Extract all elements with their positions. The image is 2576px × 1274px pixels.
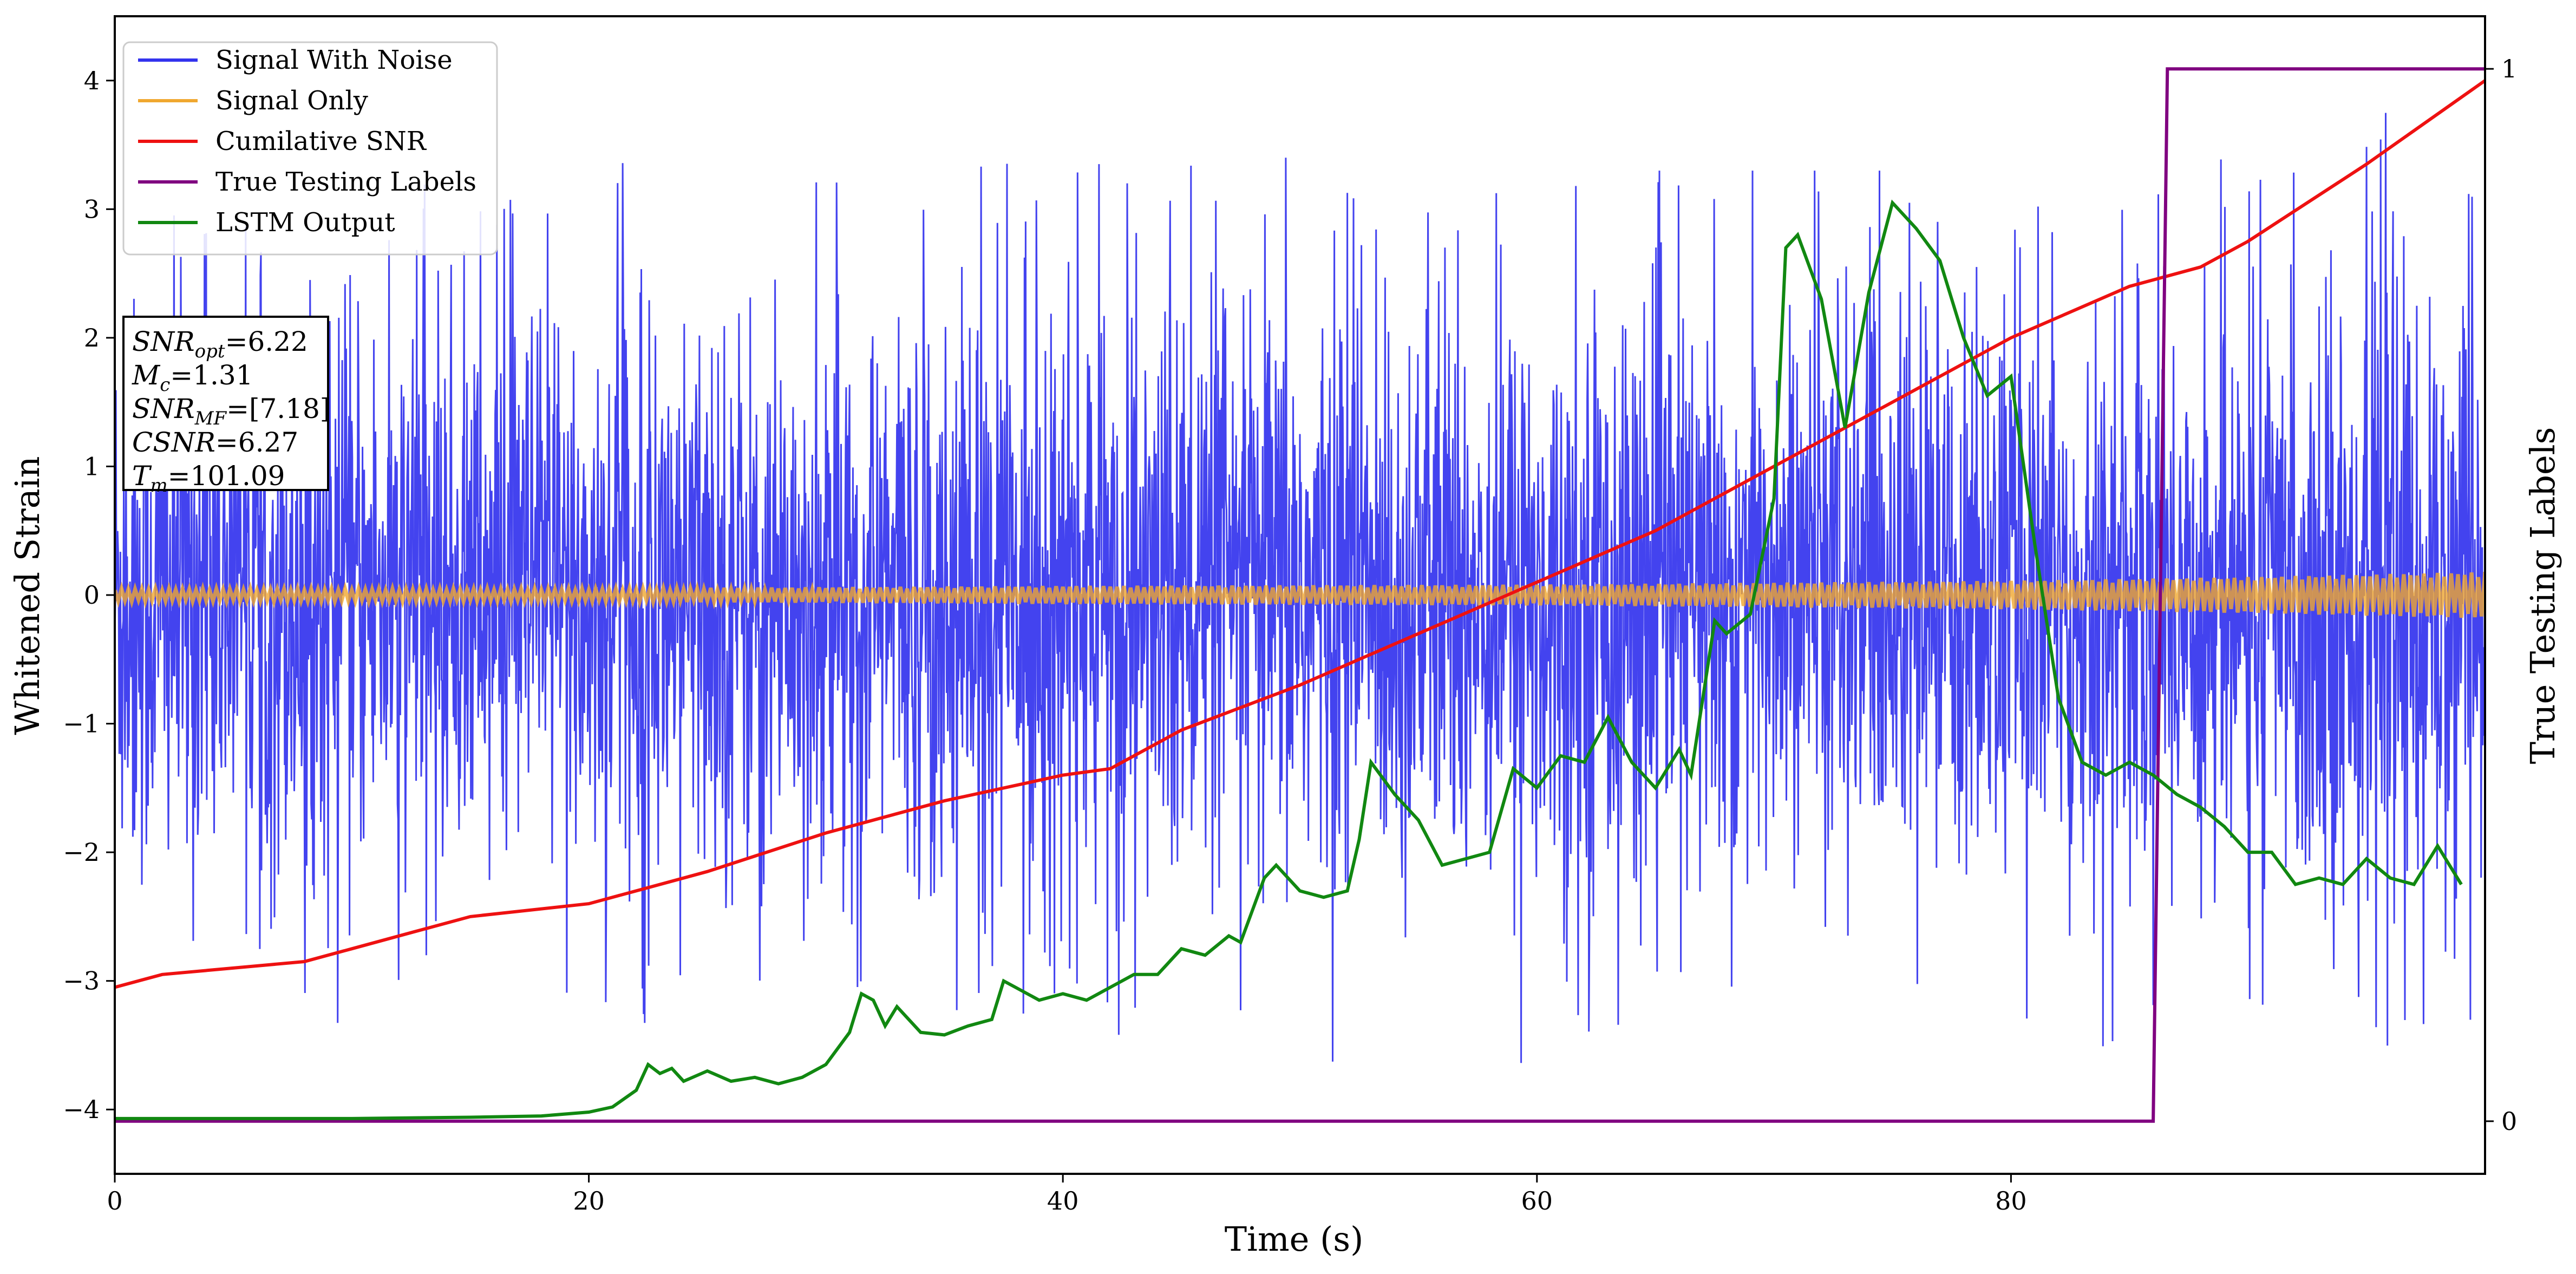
annotation-line: CSNR=6.27 bbox=[132, 427, 298, 458]
y-axis-left-label: Whitened Strain bbox=[8, 456, 47, 735]
y-left-tick-label: 3 bbox=[84, 194, 100, 224]
series-signal-with-noise bbox=[115, 113, 2485, 1063]
y-left-tick-label: 1 bbox=[84, 452, 100, 481]
legend-label: Signal Only bbox=[215, 86, 368, 116]
plot-area bbox=[115, 67, 2485, 1123]
x-axis-label: Time (s) bbox=[1225, 1219, 1364, 1259]
x-tick-label: 0 bbox=[107, 1186, 122, 1216]
legend-label: True Testing Labels bbox=[215, 167, 476, 197]
y-left-tick-label: 4 bbox=[84, 66, 100, 95]
y-left-tick-label: 2 bbox=[84, 323, 100, 352]
annotation-frame bbox=[122, 316, 329, 491]
legend: Signal With Noise Signal Only Cumilative S… bbox=[122, 41, 498, 256]
x-tick-label: 60 bbox=[1521, 1186, 1553, 1216]
y-right-tick-label: 1 bbox=[2501, 54, 2517, 83]
y-left-tick-label: 0 bbox=[84, 580, 100, 610]
y-right-tick-label: 0 bbox=[2501, 1107, 2517, 1136]
y-left-tick-label: −4 bbox=[63, 1095, 100, 1124]
series-cumilative-snr bbox=[115, 79, 2485, 989]
y-axis-right: 01 bbox=[2485, 54, 2517, 1136]
y-left-tick-label: −3 bbox=[63, 966, 100, 996]
y-left-tick-label: −1 bbox=[63, 709, 100, 739]
annotation-line: SNRopt=6.22 bbox=[132, 326, 308, 362]
x-tick-label: 20 bbox=[573, 1186, 605, 1216]
legend-label: LSTM Output bbox=[215, 207, 395, 238]
y-left-tick-label: −2 bbox=[63, 838, 100, 867]
annotation-line: Tm=101.09 bbox=[132, 460, 285, 496]
y-axis-left: −4 −3 −2 −1 0 1 2 3 4 bbox=[63, 66, 115, 1124]
x-axis: 0 20 40 60 80 bbox=[107, 1174, 2027, 1216]
legend-label: Cumilative SNR bbox=[215, 126, 427, 156]
annotation-line: SNRMF=[7.18] bbox=[132, 393, 330, 429]
legend-box bbox=[122, 41, 498, 256]
y-axis-right-label: True Testing Labels bbox=[2523, 427, 2562, 765]
series-true-testing-labels bbox=[115, 67, 2485, 1123]
x-tick-label: 40 bbox=[1047, 1186, 1079, 1216]
series-signal-only bbox=[115, 572, 2485, 618]
series-lstm-output bbox=[115, 199, 2463, 1120]
annotation-box: SNRopt=6.22Mc=1.31SNRMF=[7.18]CSNR=6.27T… bbox=[122, 316, 330, 496]
x-tick-label: 80 bbox=[1995, 1186, 2027, 1216]
annotation-line: Mc=1.31 bbox=[132, 360, 253, 396]
legend-label: Signal With Noise bbox=[215, 45, 453, 75]
